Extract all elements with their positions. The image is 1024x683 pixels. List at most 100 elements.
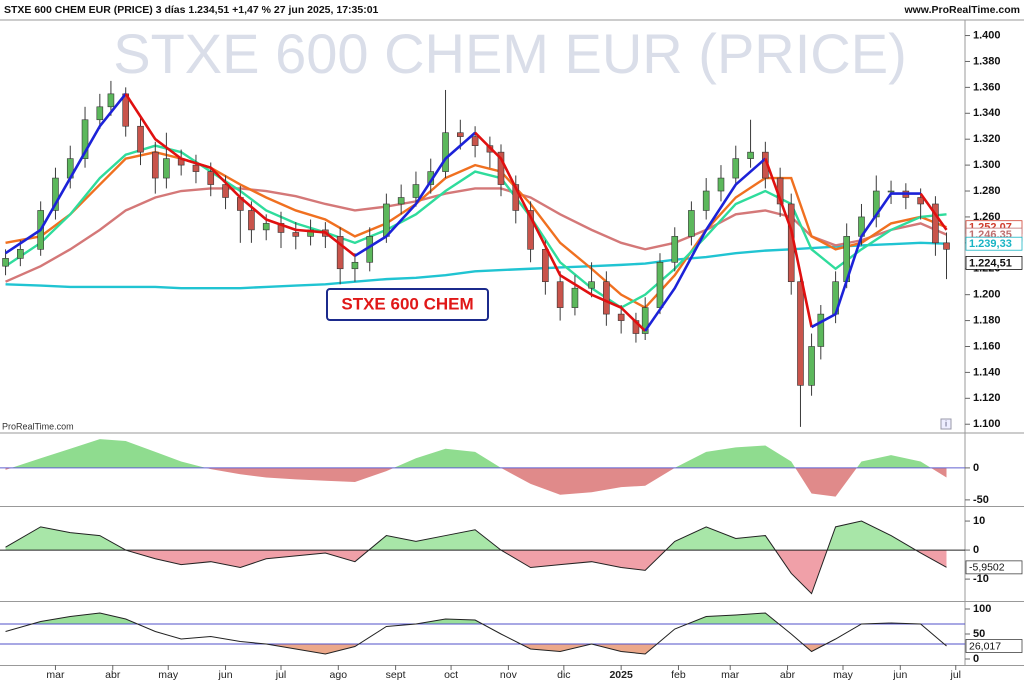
candle-body [641,307,649,334]
y-tick-label: 1.160 [973,340,1001,352]
candle-body [17,249,24,259]
area-negative [5,550,947,594]
candle-body [96,106,104,121]
oscillator-line [5,612,947,655]
candle-body [351,261,359,270]
x-tick-label: abr [780,669,796,681]
candle-body [292,232,300,237]
x-tick-label: ago [330,669,348,681]
y-tick-label: 0 [973,544,979,556]
moving-average [4,93,127,255]
x-tick-label: abr [105,669,121,681]
x-tick-label: mar [721,669,740,681]
candle-body [52,177,59,211]
candle-body [512,184,520,211]
y-tick-label: -50 [973,494,989,506]
annotation-box [326,288,489,321]
candle-body [163,158,170,179]
moving-average [474,131,647,332]
candle-body [151,151,159,179]
moving-average [354,131,476,257]
area-positive [5,613,947,624]
x-tick-label: nov [500,669,518,681]
x-tick-label: sept [386,669,406,681]
watermark: STXE 600 CHEM EUR (PRICE) [113,22,907,85]
candle-body [81,119,89,159]
candle-body [2,258,9,267]
candle-body [556,281,564,308]
candle-body [412,184,420,198]
y-tick-label: 100 [973,603,991,615]
moving-average [764,158,813,328]
candle-body [797,281,804,386]
plot [2,80,950,427]
candle-body [943,242,950,250]
price-label-box [965,256,1023,270]
candle-body [603,281,610,315]
candle-body [808,346,815,386]
annotation: STXE 600 CHEM [341,294,473,313]
price-label: 1.239,33 [969,238,1012,250]
moving-average [919,192,948,231]
candle-body [207,171,215,185]
candle-body [542,249,549,283]
info-icon [940,418,952,430]
candle-body [688,210,695,237]
area-positive [11,439,931,468]
y-tick-label: 1.140 [973,366,1001,378]
x-tick-label: may [833,669,854,681]
last-value-label: -5,9502 [969,562,1005,574]
y-tick-label: 1.380 [973,55,1001,67]
y-tick-label: 10 [973,515,985,527]
y-tick-label: 1.320 [973,133,1001,145]
candle-body [817,313,825,347]
y-tick-label: 1.400 [973,29,1001,41]
moving-average [5,150,947,310]
candle-body [471,136,479,146]
oscillator-line [5,520,947,595]
candle-body [248,210,255,231]
y-tick-label: 1.180 [973,314,1001,326]
candle-body [656,261,664,308]
last-value-label: 26,017 [969,640,1001,652]
area-negative [5,467,947,497]
last-value-box [965,560,1023,575]
moving-average [5,241,947,290]
y-tick-label: -10 [973,573,989,585]
candle-body [747,151,754,159]
candle-body [732,158,740,179]
candle-body [671,236,679,263]
x-tick-label: dic [557,669,570,681]
candle-body [262,223,270,231]
source: ProRealTime.com [2,421,74,431]
info-icon-glyph: i [945,420,947,429]
x-tick-label: may [158,669,179,681]
moving-average [810,192,921,329]
candle-body [336,236,344,270]
candle-body [137,125,144,153]
site: www.ProRealTime.com [903,4,1020,16]
y-tick-label: 1.260 [973,211,1001,223]
x-tick-label: oct [444,669,458,681]
candle-body [383,203,390,237]
candle-body [397,197,405,205]
y-tick-label: 1.200 [973,289,1001,301]
y-tick-label: 1.340 [973,107,1001,119]
candle-body [588,281,595,289]
y-tick-label: 1.360 [973,81,1001,93]
moving-average [124,93,356,257]
y-tick-label: 1.300 [973,159,1001,171]
y-tick-label: 1.120 [973,392,1001,404]
y-tick-label: 1.280 [973,185,1001,197]
candle-body [932,203,939,244]
candle-body [222,184,229,198]
candle-body [192,164,200,172]
candle-body [917,197,924,205]
x-tick-label: jul [275,669,287,681]
marks: mar abr may jun jul ago sept oct nov dic 2025 feb ma… [0,29,1023,681]
candle-body [442,132,449,172]
x-tick-label: jun [218,669,233,681]
x-tick-label: mar [46,669,65,681]
